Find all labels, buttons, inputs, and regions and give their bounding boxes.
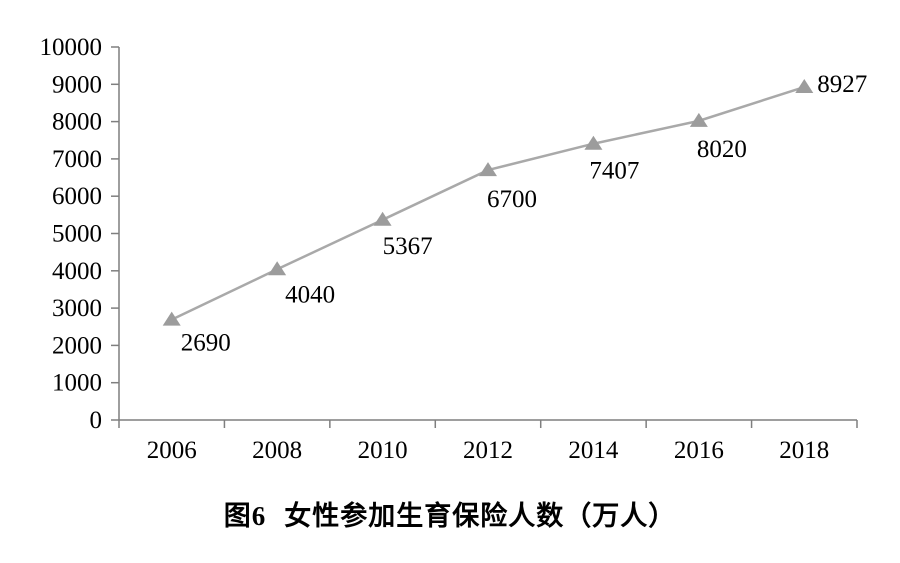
y-axis-tick-label: 1000 bbox=[52, 370, 102, 397]
x-axis-tick-label: 2018 bbox=[779, 437, 829, 464]
data-point-marker bbox=[795, 79, 814, 94]
y-axis-tick-label: 6000 bbox=[52, 183, 102, 210]
data-point-marker bbox=[689, 112, 708, 127]
figure-title-label: 女性参加生育保险人数（万人） bbox=[284, 501, 677, 531]
y-axis-tick-label: 5000 bbox=[52, 221, 102, 248]
chart-caption: 图6 女性参加生育保险人数（万人） bbox=[0, 500, 900, 532]
y-axis-tick-label: 0 bbox=[90, 407, 103, 434]
x-axis-tick-label: 2016 bbox=[674, 437, 724, 464]
data-point-label: 8927 bbox=[817, 71, 867, 98]
x-axis-tick-label: 2014 bbox=[568, 437, 619, 464]
data-point-marker bbox=[373, 211, 392, 226]
data-point-marker bbox=[162, 311, 181, 326]
data-point-label: 2690 bbox=[181, 330, 231, 357]
data-point-label: 5367 bbox=[383, 233, 433, 260]
data-point-label: 4040 bbox=[285, 281, 335, 308]
data-point-marker bbox=[584, 135, 603, 150]
y-axis-tick-label: 2000 bbox=[52, 332, 102, 359]
y-axis-tick-label: 3000 bbox=[52, 295, 102, 322]
x-axis-tick-label: 2008 bbox=[252, 437, 302, 464]
y-axis-tick-label: 8000 bbox=[52, 109, 102, 136]
figure-number-label: 图6 bbox=[223, 501, 267, 531]
data-point-label: 7407 bbox=[589, 158, 639, 185]
y-axis-tick-label: 4000 bbox=[52, 258, 102, 285]
chart-svg: 0 1000 2000 3000 4000 5000 6000 7000 8000 9000 100… bbox=[40, 34, 868, 464]
data-point-label: 8020 bbox=[697, 136, 747, 163]
x-axis-tick-label: 2006 bbox=[147, 437, 197, 464]
data-point-marker bbox=[479, 162, 497, 177]
x-axis-tick-label: 2012 bbox=[463, 437, 513, 464]
y-axis-tick-label: 10000 bbox=[40, 34, 103, 61]
data-point-label: 6700 bbox=[487, 186, 537, 213]
y-axis-tick-label: 9000 bbox=[52, 71, 102, 98]
x-axis-tick-label: 2010 bbox=[358, 437, 408, 464]
y-axis-tick-label: 7000 bbox=[52, 146, 102, 173]
data-point-marker bbox=[268, 261, 287, 276]
